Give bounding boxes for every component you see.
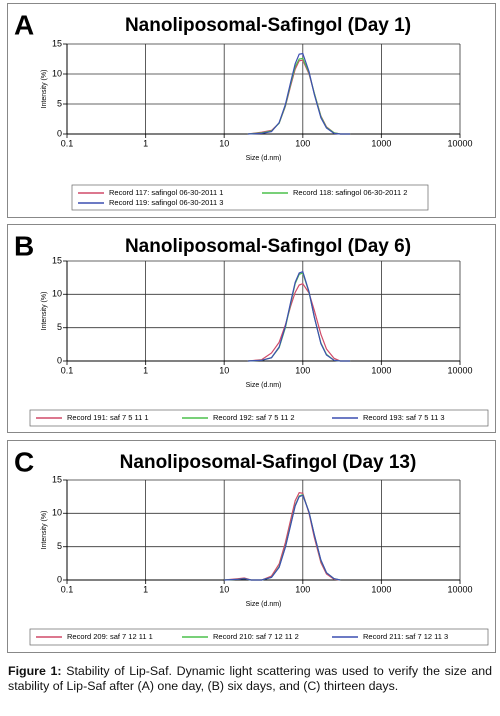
legend-label: Record 117: safingol 06-30-2011 1 [109,188,223,197]
x-tick-label: 10000 [447,138,472,148]
y-axis-label: Intensity (%) [41,70,48,109]
panel-letter: A [14,9,34,40]
y-tick-label: 10 [52,289,62,299]
data-line [247,282,351,362]
y-tick-label: 0 [57,128,62,138]
y-tick-label: 5 [57,98,62,108]
x-tick-label: 1000 [371,584,391,594]
data-line [224,491,341,581]
x-tick-label: 1 [143,138,148,148]
caption: Figure 1: Stability of Lip-Saf. Dynamic … [8,664,492,694]
x-tick-label: 10000 [447,365,472,375]
figure: A Nanoliposomal-Safingol (Day 1)0510150.1… [7,3,496,653]
chart-title: Nanoliposomal-Safingol (Day 1) [125,15,411,36]
y-tick-label: 0 [57,355,62,365]
panel-frame [7,3,496,218]
legend-label: Record 192: saf 7 5 11 2 [213,413,295,422]
legend-box [29,628,489,646]
legend-label: Record 118: safingol 06-30-2011 2 [293,188,407,197]
data-line [247,52,351,135]
x-tick-label: 0.1 [61,584,74,594]
legend-label: Record 119: safingol 06-30-2011 3 [109,198,223,207]
legend-label: Record 210: saf 7 12 11 2 [213,632,299,641]
y-tick-label: 10 [52,508,62,518]
data-line [247,270,351,362]
x-tick-label: 0.1 [61,365,74,375]
x-tick-label: 1 [143,584,148,594]
x-axis-label: Size (d.nm) [246,382,282,389]
y-tick-label: 10 [52,68,62,78]
x-tick-label: 100 [295,365,310,375]
panel-frame [7,224,496,433]
data-line [247,57,351,135]
x-axis-label: Size (d.nm) [246,601,282,608]
y-tick-label: 15 [52,38,62,48]
legend-box [71,184,429,211]
legend-label: Record 209: saf 7 12 11 1 [67,632,153,641]
legend-label: Record 193: saf 7 5 11 3 [363,413,445,422]
caption-text: Stability of Lip-Saf. Dynamic light scat… [8,664,492,693]
caption-label: Figure 1: [8,664,62,678]
chart-title: Nanoliposomal-Safingol (Day 6) [125,236,411,257]
y-tick-label: 15 [52,474,62,484]
data-line [224,494,341,581]
legend-label: Record 211: saf 7 12 11 3 [363,632,448,641]
y-axis-label: Intensity (%) [41,292,48,331]
panel-letter: C [14,446,34,477]
data-line [247,59,351,135]
x-tick-label: 0.1 [61,138,74,148]
x-tick-label: 1000 [371,365,391,375]
x-tick-label: 10000 [447,584,472,594]
x-tick-label: 10 [219,584,229,594]
x-tick-label: 10 [219,138,229,148]
x-tick-label: 100 [295,138,310,148]
x-axis-label: Size (d.nm) [246,155,282,162]
chart-title: Nanoliposomal-Safingol (Day 13) [120,452,417,473]
y-axis-label: Intensity (%) [41,511,48,550]
panel-letter: B [14,230,34,261]
legend-label: Record 191: saf 7 5 11 1 [67,413,149,422]
y-tick-label: 5 [57,541,62,551]
x-tick-label: 1000 [371,138,391,148]
y-tick-label: 0 [57,574,62,584]
legend-box [29,409,489,427]
y-tick-label: 5 [57,322,62,332]
x-tick-label: 1 [143,365,148,375]
x-tick-label: 100 [295,584,310,594]
panel-frame [7,440,496,653]
x-tick-label: 10 [219,365,229,375]
y-tick-label: 15 [52,255,62,265]
